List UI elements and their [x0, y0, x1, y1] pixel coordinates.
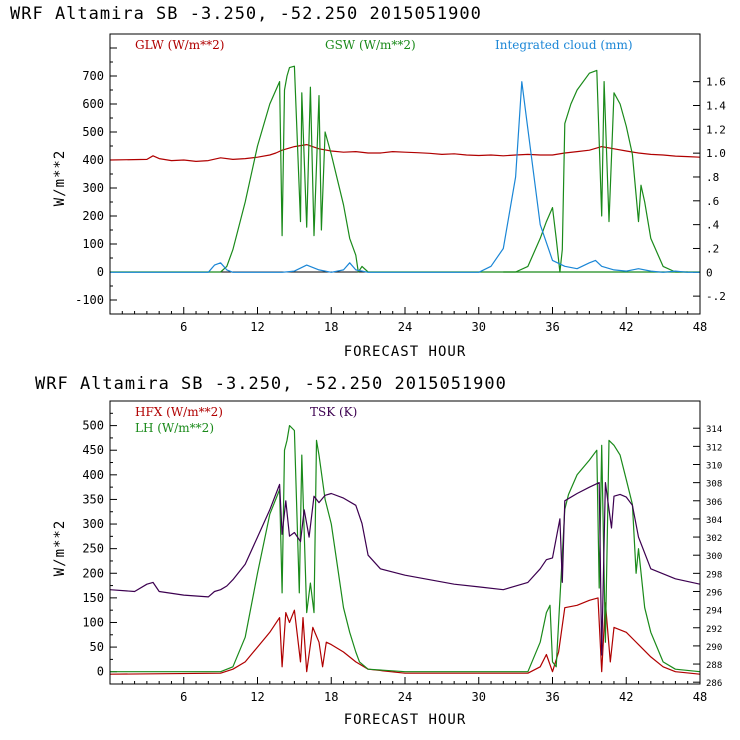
y-tick-label: 200 [82, 209, 104, 223]
y-tick-label: 50 [90, 640, 104, 654]
y-tick-label: 600 [82, 97, 104, 111]
x-tick-label: 6 [180, 320, 187, 334]
chart-bottom-xlabel: FORECAST HOUR [344, 712, 467, 728]
right-tick-label: 312 [706, 443, 722, 453]
y-tick-label: 300 [82, 517, 104, 531]
legend-gsw: GSW (W/m**2) [325, 38, 416, 52]
x-tick-label: 48 [693, 320, 707, 334]
chart-bottom-ylabel: W/m**2 [52, 520, 68, 577]
x-tick-label: 30 [472, 690, 486, 704]
chart-bottom-frame [109, 400, 701, 685]
right-tick-label: 294 [706, 607, 722, 617]
chart-top-series [109, 65, 701, 273]
legend-tsk: TSK (K) [310, 405, 357, 419]
series-line-red [109, 597, 701, 675]
x-tick-label: 36 [545, 320, 559, 334]
series-line-green-b [503, 69, 688, 273]
chart-bottom: WRF Altamira SB -3.250, -52.250 20150519… [35, 374, 722, 728]
y-tick-label: 700 [82, 69, 104, 83]
y-tick-label: 100 [82, 237, 104, 251]
y-tick-label: -100 [75, 293, 104, 307]
right-tick-label: 1.6 [706, 76, 726, 89]
series-line-green [110, 65, 700, 273]
right-tick-label: .6 [706, 195, 719, 208]
y-tick-label: 500 [82, 125, 104, 139]
x-tick-label: 18 [324, 690, 338, 704]
right-tick-label: 300 [706, 552, 722, 562]
right-tick-label: 286 [706, 679, 722, 689]
y-tick-label: 400 [82, 153, 104, 167]
series-line-blue [110, 81, 700, 273]
legend-glw: GLW (W/m**2) [135, 38, 224, 52]
legend-hfx: HFX (W/m**2) [135, 405, 223, 419]
right-tick-label: 1.4 [706, 99, 726, 112]
right-tick-label: 308 [706, 480, 722, 490]
right-tick-label: 304 [706, 516, 722, 526]
right-tick-label: 302 [706, 534, 722, 544]
right-tick-label: 296 [706, 588, 722, 598]
x-tick-label: 12 [250, 320, 264, 334]
x-tick-label: 24 [398, 320, 412, 334]
y-tick-label: 300 [82, 181, 104, 195]
y-tick-label: 250 [82, 542, 104, 556]
x-tick-label: 18 [324, 320, 338, 334]
y-tick-label: 0 [97, 265, 104, 279]
right-tick-label: 288 [706, 661, 722, 671]
right-tick-label: 290 [706, 643, 722, 653]
chart-top-axes: 6 12 18 24 30 36 42 48 -100 0 100 200 300 400 500 600 70… [75, 33, 726, 334]
series-line-red [109, 144, 701, 162]
x-tick-label: 30 [472, 320, 486, 334]
right-tick-label: 314 [706, 425, 722, 435]
right-tick-label: -.2 [706, 290, 726, 303]
chart-top-frame [109, 33, 701, 315]
y-tick-label: 200 [82, 566, 104, 580]
chart-top-ylabel: W/m**2 [52, 150, 68, 207]
right-tick-label: 292 [706, 625, 722, 635]
chart-bottom-axes: 6 12 18 24 30 36 42 48 0 50 100 150 200 250 300 350 400 4… [82, 400, 722, 704]
y-tick-label: 450 [82, 443, 104, 457]
right-tick-label: .8 [706, 171, 719, 184]
y-tick-label: 150 [82, 591, 104, 605]
series-line-green [110, 425, 701, 673]
x-tick-label: 42 [619, 320, 633, 334]
right-tick-label: 298 [706, 570, 722, 580]
right-tick-label: 1.2 [706, 123, 726, 136]
right-tick-label: .4 [706, 219, 720, 232]
x-tick-label: 12 [250, 690, 264, 704]
right-tick-label: .2 [706, 242, 719, 255]
y-tick-label: 0 [97, 665, 104, 679]
chart-top-title: WRF Altamira SB -3.250, -52.250 20150519… [10, 4, 482, 24]
x-tick-label: 36 [545, 690, 559, 704]
chart-top: WRF Altamira SB -3.250, -52.250 20150519… [10, 4, 726, 360]
y-tick-label: 500 [82, 419, 104, 433]
x-tick-label: 42 [619, 690, 633, 704]
right-tick-label: 1.0 [706, 147, 726, 160]
x-tick-label: 6 [180, 690, 187, 704]
y-tick-label: 100 [82, 615, 104, 629]
x-tick-label: 48 [693, 690, 707, 704]
chart-bottom-title: WRF Altamira SB -3.250, -52.250 20150519… [35, 374, 507, 394]
legend-cloud: Integrated cloud (mm) [495, 38, 633, 52]
series-line-purple [109, 482, 701, 656]
right-tick-label: 306 [706, 498, 722, 508]
x-tick-label: 24 [398, 690, 412, 704]
y-tick-label: 350 [82, 492, 104, 506]
y-tick-label: 400 [82, 468, 104, 482]
right-tick-label: 0 [706, 266, 713, 279]
chart-top-xlabel: FORECAST HOUR [344, 344, 467, 360]
right-tick-label: 310 [706, 461, 722, 471]
chart-bottom-series [109, 425, 701, 675]
legend-lh: LH (W/m**2) [135, 421, 214, 435]
